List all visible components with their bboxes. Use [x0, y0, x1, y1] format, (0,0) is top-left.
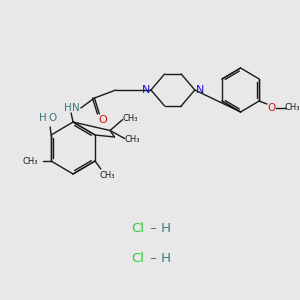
Text: CH₃: CH₃: [123, 114, 138, 123]
Text: CH₃: CH₃: [23, 157, 38, 166]
Text: CH₃: CH₃: [284, 103, 300, 112]
Text: CH₃: CH₃: [100, 170, 116, 179]
Text: CH₃: CH₃: [125, 135, 140, 144]
Text: Cl: Cl: [131, 251, 144, 265]
Text: O: O: [48, 113, 56, 123]
Text: N: N: [142, 85, 150, 95]
Text: H: H: [64, 103, 72, 113]
Text: N: N: [72, 103, 80, 113]
Text: O: O: [268, 103, 276, 113]
Text: – H: – H: [146, 251, 171, 265]
Text: N: N: [196, 85, 204, 95]
Text: O: O: [98, 115, 106, 125]
Text: Cl: Cl: [131, 221, 144, 235]
Text: – H: – H: [146, 221, 171, 235]
Text: H: H: [40, 113, 47, 123]
